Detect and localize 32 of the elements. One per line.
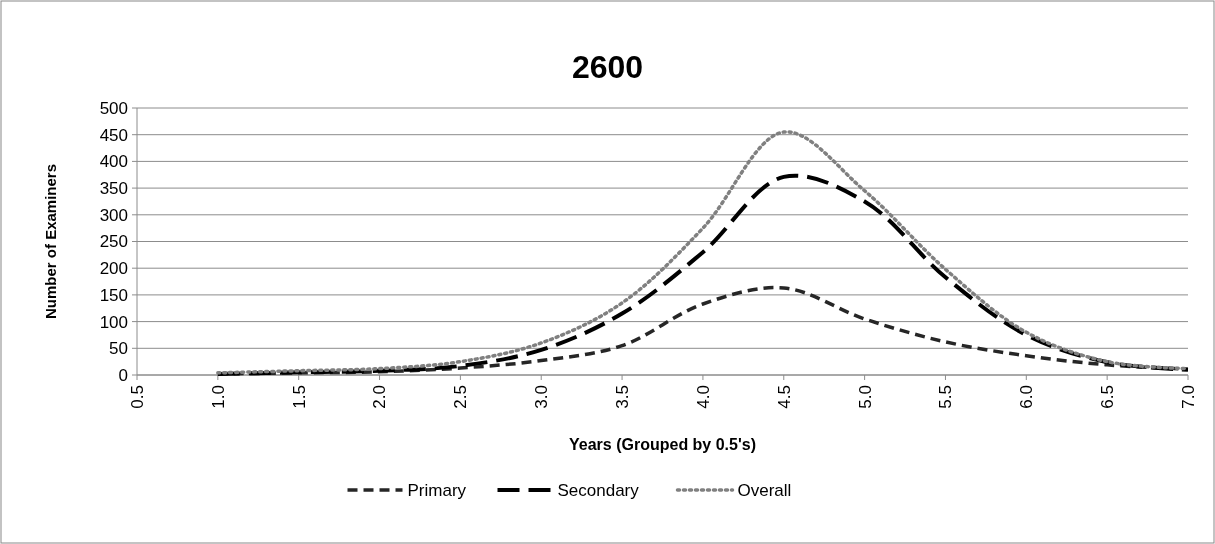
x-tick-label: 4.5 (774, 385, 794, 409)
y-tick-label: 350 (99, 179, 128, 199)
legend-label: Overall (737, 480, 792, 500)
y-tick-label: 200 (99, 259, 128, 279)
y-tick-label: 300 (99, 205, 128, 225)
x-tick-label: 5.5 (936, 385, 956, 409)
x-tick-label: 6.0 (1017, 385, 1037, 409)
y-tick-label: 450 (99, 125, 128, 145)
legend-label: Secondary (557, 480, 640, 500)
y-tick-label: 250 (99, 232, 128, 252)
x-tick-label: 5.0 (855, 385, 875, 409)
x-tick-label: 0.5 (127, 385, 147, 409)
x-tick-label: 3.5 (613, 385, 633, 409)
x-tick-label: 4.0 (693, 385, 713, 409)
y-tick-label: 0 (118, 365, 128, 385)
x-tick-label: 1.5 (289, 385, 309, 409)
x-tick-label: 6.5 (1098, 385, 1118, 409)
x-tick-label: 7.0 (1178, 385, 1198, 409)
line-series (215, 173, 1190, 376)
y-tick-label: 150 (99, 285, 128, 305)
y-tick-label: 50 (109, 339, 128, 359)
y-tick-label: 100 (99, 312, 128, 332)
y-tick-label: 400 (99, 152, 128, 172)
y-axis-title: Number of Examiners (42, 163, 59, 320)
x-axis-title: Years (Grouped by 0.5's) (569, 436, 756, 453)
chart-title: 2600 (571, 49, 644, 85)
x-tick-label: 2.5 (451, 385, 471, 409)
x-tick-label: 2.0 (370, 385, 390, 409)
legend-label: Primary (407, 480, 467, 500)
x-tick-label: 3.0 (532, 385, 552, 409)
y-tick-label: 500 (99, 98, 128, 118)
x-tick-label: 1.0 (208, 385, 228, 409)
